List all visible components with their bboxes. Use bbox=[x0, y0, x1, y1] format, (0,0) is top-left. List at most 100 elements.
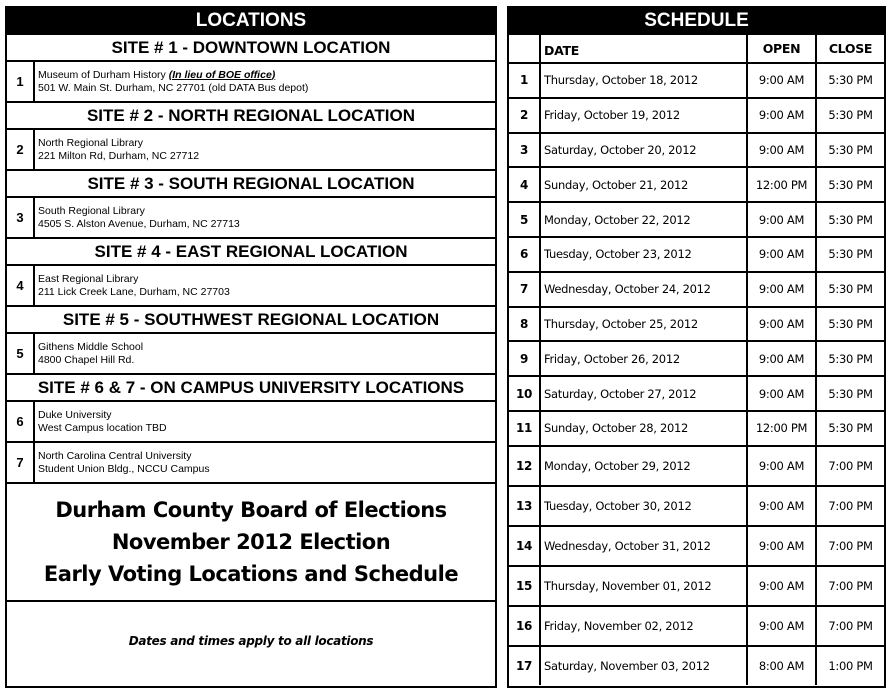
schedule-column-headers: DATE OPEN CLOSE bbox=[509, 33, 884, 62]
close-time: 5:30 PM bbox=[828, 108, 873, 123]
schedule-panel: SCHEDULE DATE OPEN CLOSE 1 Thursday, Oct… bbox=[507, 6, 886, 688]
site-heading: SITE # 1 - DOWNTOWN LOCATION bbox=[7, 33, 495, 60]
day-number: 1 bbox=[509, 64, 541, 97]
col-close: CLOSE bbox=[828, 41, 873, 56]
location-entry: 3 South Regional Library 4505 S. Alston … bbox=[7, 196, 495, 237]
close-time: 7:00 PM bbox=[828, 538, 873, 553]
document-title: Durham County Board of Elections Novembe… bbox=[7, 482, 495, 600]
schedule-row: 8 Thursday, October 25, 2012 9:00 AM 5:3… bbox=[509, 305, 884, 341]
location-name: Githens Middle School bbox=[38, 340, 144, 353]
open-time: 9:00 AM bbox=[748, 606, 817, 645]
title-line: Early Voting Locations and Schedule bbox=[43, 562, 459, 586]
schedule-row: 11 Sunday, October 28, 2012 12:00 PM 5:3… bbox=[509, 409, 884, 445]
schedule-row: 4 Sunday, October 21, 2012 12:00 PM 5:30… bbox=[509, 166, 884, 202]
date-cell: Friday, October 26, 2012 bbox=[541, 342, 748, 376]
date-cell: Sunday, October 28, 2012 bbox=[541, 411, 748, 445]
close-time: 5:30 PM bbox=[828, 316, 873, 331]
col-num bbox=[509, 35, 541, 62]
location-number: 1 bbox=[7, 62, 35, 101]
open-time: 9:00 AM bbox=[748, 526, 817, 565]
date-cell: Saturday, October 20, 2012 bbox=[541, 133, 748, 167]
location-address: 4800 Chapel Hill Rd. bbox=[38, 353, 135, 366]
close-time: 7:00 PM bbox=[828, 618, 873, 633]
close-time: 7:00 PM bbox=[828, 498, 873, 513]
open-time: 9:00 AM bbox=[748, 203, 817, 236]
close-time: 5:30 PM bbox=[828, 421, 873, 436]
open-time: 9:00 AM bbox=[748, 133, 817, 167]
location-name: South Regional Library bbox=[38, 204, 145, 217]
close-time: 5:30 PM bbox=[828, 351, 873, 366]
location-name: North Carolina Central University bbox=[38, 449, 192, 462]
location-name: Museum of Durham History bbox=[38, 68, 166, 81]
day-number: 11 bbox=[509, 411, 541, 445]
location-entry: 2 North Regional Library 221 Milton Rd, … bbox=[7, 128, 495, 169]
location-name: North Regional Library bbox=[38, 136, 144, 149]
location-entry: 7 North Carolina Central University Stud… bbox=[7, 441, 495, 482]
open-time: 9:00 AM bbox=[748, 272, 817, 306]
open-time: 9:00 AM bbox=[748, 342, 817, 376]
schedule-row: 2 Friday, October 19, 2012 9:00 AM 5:30 … bbox=[509, 96, 884, 132]
day-number: 3 bbox=[509, 133, 541, 167]
day-number: 4 bbox=[509, 168, 541, 202]
close-time: 1:00 PM bbox=[828, 658, 873, 673]
location-address: Student Union Bldg., NCCU Campus bbox=[38, 462, 210, 475]
location-name: East Regional Library bbox=[38, 272, 139, 285]
site-heading: SITE # 3 - SOUTH REGIONAL LOCATION bbox=[7, 169, 495, 196]
open-time: 8:00 AM bbox=[748, 646, 817, 685]
day-number: 15 bbox=[509, 566, 541, 605]
open-time: 12:00 PM bbox=[748, 168, 817, 202]
location-address: 211 Lick Creek Lane, Durham, NC 27703 bbox=[38, 285, 230, 298]
date-cell: Tuesday, October 30, 2012 bbox=[541, 486, 748, 525]
close-time: 5:30 PM bbox=[828, 142, 873, 157]
open-time: 9:00 AM bbox=[748, 98, 817, 132]
location-entry: 1 Museum of Durham History (In lieu of B… bbox=[7, 60, 495, 101]
location-address: 501 W. Main St. Durham, NC 27701 (old DA… bbox=[38, 81, 309, 94]
day-number: 5 bbox=[509, 203, 541, 236]
schedule-row: 13 Tuesday, October 30, 2012 9:00 AM 7:0… bbox=[509, 484, 884, 525]
location-number: 7 bbox=[7, 443, 35, 482]
day-number: 10 bbox=[509, 377, 541, 410]
schedule-row: 14 Wednesday, October 31, 2012 9:00 AM 7… bbox=[509, 524, 884, 565]
open-time: 9:00 AM bbox=[748, 446, 817, 485]
site-heading: SITE # 4 - EAST REGIONAL LOCATION bbox=[7, 237, 495, 264]
date-cell: Friday, October 19, 2012 bbox=[541, 98, 748, 132]
open-time: 12:00 PM bbox=[748, 411, 817, 445]
close-time: 7:00 PM bbox=[828, 458, 873, 473]
location-entry: 4 East Regional Library 211 Lick Creek L… bbox=[7, 264, 495, 305]
schedule-row: 6 Tuesday, October 23, 2012 9:00 AM 5:30… bbox=[509, 235, 884, 271]
date-cell: Sunday, October 21, 2012 bbox=[541, 168, 748, 202]
day-number: 16 bbox=[509, 606, 541, 645]
day-number: 6 bbox=[509, 237, 541, 271]
close-time: 5:30 PM bbox=[828, 386, 873, 401]
date-cell: Thursday, October 18, 2012 bbox=[541, 64, 748, 97]
day-number: 13 bbox=[509, 486, 541, 525]
close-time: 5:30 PM bbox=[828, 177, 873, 192]
date-cell: Tuesday, October 23, 2012 bbox=[541, 237, 748, 271]
schedule-row: 10 Saturday, October 27, 2012 9:00 AM 5:… bbox=[509, 375, 884, 410]
locations-panel: LOCATIONS SITE # 1 - DOWNTOWN LOCATION 1 … bbox=[5, 6, 497, 688]
site-heading: SITE # 6 & 7 - ON CAMPUS UNIVERSITY LOCA… bbox=[7, 373, 495, 400]
location-number: 3 bbox=[7, 198, 35, 237]
date-cell: Wednesday, October 31, 2012 bbox=[541, 526, 748, 565]
date-cell: Monday, October 22, 2012 bbox=[541, 203, 748, 236]
location-entry: 5 Githens Middle School 4800 Chapel Hill… bbox=[7, 332, 495, 373]
open-time: 9:00 AM bbox=[748, 486, 817, 525]
date-cell: Thursday, November 01, 2012 bbox=[541, 566, 748, 605]
location-entry: 6 Duke University West Campus location T… bbox=[7, 400, 495, 441]
day-number: 8 bbox=[509, 307, 541, 341]
location-address: 221 Milton Rd, Durham, NC 27712 bbox=[38, 149, 200, 162]
schedule-row: 7 Wednesday, October 24, 2012 9:00 AM 5:… bbox=[509, 270, 884, 306]
schedule-header: SCHEDULE bbox=[509, 8, 884, 33]
open-time: 9:00 AM bbox=[748, 237, 817, 271]
date-cell: Thursday, October 25, 2012 bbox=[541, 307, 748, 341]
day-number: 17 bbox=[509, 646, 541, 685]
schedule-row: 3 Saturday, October 20, 2012 9:00 AM 5:3… bbox=[509, 131, 884, 167]
location-name: Duke University bbox=[38, 408, 112, 421]
close-time: 5:30 PM bbox=[828, 212, 873, 227]
schedule-row: 1 Thursday, October 18, 2012 9:00 AM 5:3… bbox=[509, 62, 884, 97]
schedule-row: 9 Friday, October 26, 2012 9:00 AM 5:30 … bbox=[509, 340, 884, 376]
open-time: 9:00 AM bbox=[748, 377, 817, 410]
locations-header: LOCATIONS bbox=[7, 8, 495, 33]
day-number: 9 bbox=[509, 342, 541, 376]
location-note: (In lieu of BOE office) bbox=[168, 68, 276, 81]
